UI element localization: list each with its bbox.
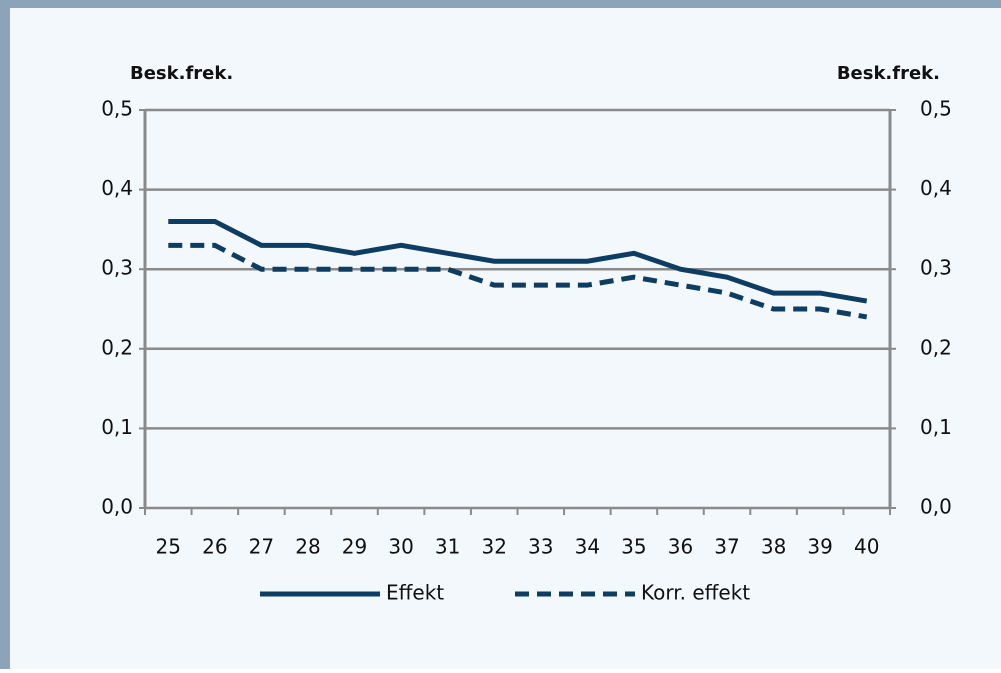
legend-label: Korr. effekt [641,581,750,605]
y2-tick-label: 0,1 [920,415,952,439]
y2-tick-label: 0,2 [920,335,952,359]
y2-tick-label: 0,3 [920,256,952,280]
y-tick-label: 0,4 [101,176,133,200]
x-tick-label: 36 [668,535,693,559]
x-tick-label: 33 [528,535,553,559]
y-tick-label: 0,1 [101,415,133,439]
frame-top [0,0,1001,8]
x-tick-label: 40 [854,535,879,559]
y-tick-label: 0,5 [101,97,133,121]
x-tick-label: 25 [156,535,181,559]
x-tick-label: 32 [481,535,506,559]
x-tick-label: 30 [388,535,413,559]
x-tick-label: 38 [761,535,786,559]
y2-tick-label: 0,0 [920,495,952,519]
series-line [168,218,868,304]
x-tick-label: 39 [807,535,832,559]
y2-axis-label: Besk.frek. [837,63,940,84]
y-tick-label: 0,0 [101,495,133,519]
x-tick-label: 28 [295,535,320,559]
y2-tick-label: 0,5 [920,97,952,121]
series-line [168,242,868,320]
x-tick-label: 37 [714,535,739,559]
y-axis-label: Besk.frek. [130,63,233,84]
frame-left [0,0,10,669]
y-tick-label: 0,2 [101,335,133,359]
x-tick-label: 31 [435,535,460,559]
x-tick-label: 35 [621,535,646,559]
y-tick-label: 0,3 [101,256,133,280]
x-tick-label: 26 [202,535,227,559]
x-tick-label: 27 [249,535,274,559]
legend-label: Effekt [386,581,444,605]
x-tick-label: 34 [575,535,600,559]
x-tick-label: 29 [342,535,367,559]
y2-tick-label: 0,4 [920,176,952,200]
